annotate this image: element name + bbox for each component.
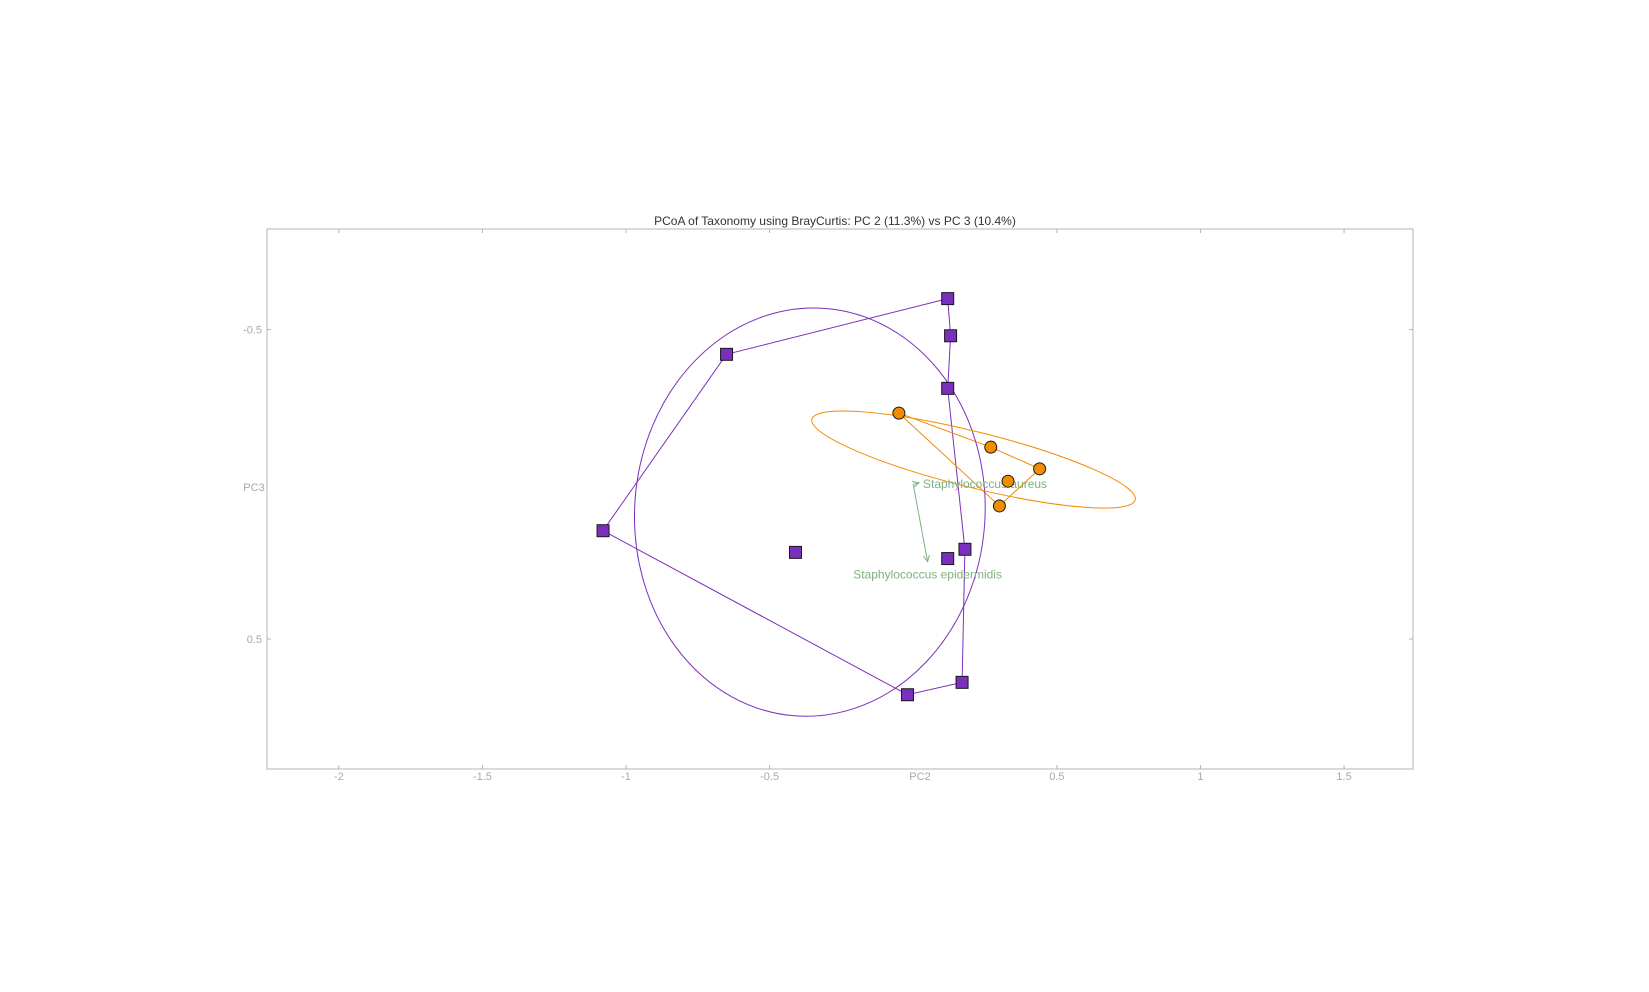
- point-square: [955, 675, 969, 689]
- point-circle: [892, 406, 906, 420]
- point-square: [788, 545, 802, 559]
- x-axis-label: PC2: [909, 771, 930, 783]
- y-tick-label: -0.5: [243, 325, 262, 337]
- hull-series-0: [602, 297, 966, 696]
- group-ellipses: [633, 307, 1136, 717]
- x-tick-label: -1: [621, 771, 631, 783]
- axis-ticks: -2 -1.5 -1 -0.5 0.5 1 1.5 -0.5 0.5: [243, 229, 1413, 783]
- biplot-arrow-head: [923, 554, 930, 563]
- ellipse-series-1: [811, 410, 1136, 509]
- biplot-arrow-head: [912, 480, 921, 488]
- biplot-arrow-label: Staphylococcus epidermidis: [853, 568, 1002, 582]
- biplot-arrow-label: Staphylococcus aureus: [923, 477, 1047, 491]
- point-circle: [992, 499, 1006, 513]
- point-square: [900, 688, 914, 702]
- plot-area-frame: [266, 228, 1414, 770]
- point-circle: [1033, 462, 1047, 476]
- ellipse-series-0: [633, 307, 986, 717]
- group-hulls: [602, 297, 1041, 696]
- point-square: [720, 347, 734, 361]
- chart-title: PCoA of Taxonomy using BrayCurtis: PC 2 …: [654, 214, 1016, 228]
- point-square: [941, 552, 955, 566]
- point-square: [596, 524, 610, 538]
- point-square: [941, 292, 955, 306]
- y-axis-label: PC3: [243, 482, 264, 494]
- x-tick-label: -0.5: [760, 771, 779, 783]
- hull-series-1: [898, 412, 1041, 507]
- point-circle: [1001, 474, 1015, 488]
- point-square: [941, 381, 955, 395]
- biplot-arrows: Staphylococcus aureus Staphylococcus epid…: [853, 477, 1047, 582]
- point-square: [944, 329, 958, 343]
- biplot-arrow-line: [912, 484, 929, 562]
- y-tick-label: 0.5: [247, 634, 262, 646]
- x-tick-label: 0.5: [1049, 771, 1064, 783]
- point-square: [958, 542, 972, 556]
- point-circle: [984, 440, 998, 454]
- sample-points: [596, 292, 1047, 702]
- x-tick-label: 1: [1197, 771, 1203, 783]
- x-tick-label: 1.5: [1336, 771, 1351, 783]
- x-tick-label: -1.5: [473, 771, 492, 783]
- x-tick-label: -2: [334, 771, 344, 783]
